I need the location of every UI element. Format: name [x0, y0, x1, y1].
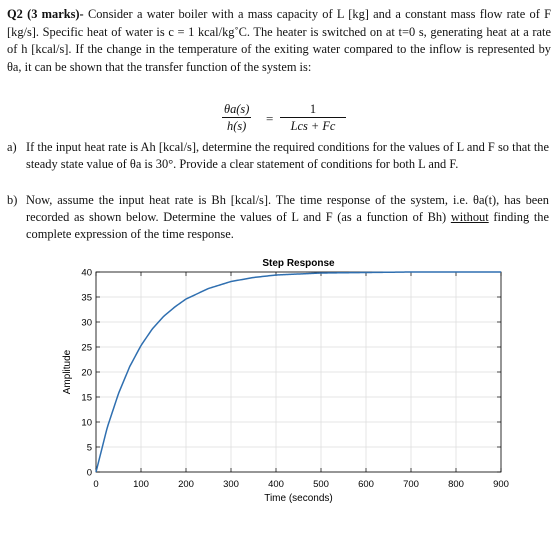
x-tick-label: 200 [178, 479, 194, 490]
part-b-label: b) [7, 193, 18, 207]
part-b-body: Now, assume the input heat rate is Bh [k… [26, 193, 549, 224]
x-tick-label: 700 [403, 479, 419, 490]
y-tick-label: 20 [81, 368, 92, 379]
x-tick-label: 900 [493, 479, 509, 490]
x-axis-label: Time (seconds) [264, 493, 333, 504]
question-body: Consider a water boiler with a mass capa… [7, 7, 551, 74]
y-axis-label: Amplitude [62, 349, 73, 394]
x-tick-label: 100 [133, 479, 149, 490]
y-tick-label: 25 [81, 343, 92, 354]
y-tick-label: 35 [81, 293, 92, 304]
part-a-text: If the input heat rate is Ah [kcal/s], d… [26, 140, 549, 171]
transfer-function: θa(s) h(s) = 1 Lcs + Fc [0, 102, 556, 138]
part-a-label: a) [7, 140, 17, 154]
y-tick-label: 15 [81, 393, 92, 404]
step-response-chart: 0 100 200 300 400 500 600 700 800 900 0 5 10 15 20 25 3… [62, 258, 509, 504]
part-b-underlined: without [450, 210, 489, 224]
x-tick-label: 500 [313, 479, 329, 490]
chart-title: Step Response [262, 258, 335, 269]
x-tick-label: 0 [93, 479, 98, 490]
part-b-text: Now, assume the input heat rate is Bh [k… [26, 192, 549, 243]
y-tick-labels: 0 5 10 15 20 25 30 35 40 [81, 268, 92, 479]
step-response-line [95, 271, 501, 473]
y-tick-label: 5 [87, 443, 92, 454]
part-a: a) If the input heat rate is Ah [kcal/s]… [7, 139, 549, 173]
x-tick-label: 400 [268, 479, 284, 490]
part-b-end: finding the complete expression of the t… [26, 210, 549, 241]
x-tick-label: 800 [448, 479, 464, 490]
x-tick-labels: 0 100 200 300 400 500 600 700 800 900 [93, 479, 509, 490]
equals-sign: = [266, 111, 274, 126]
part-b: b) Now, assume the input heat rate is Bh… [7, 192, 549, 243]
question-text: Q2 (3 marks)- Consider a water boiler wi… [7, 6, 551, 76]
x-tick-label: 600 [358, 479, 374, 490]
lhs-denominator: h(s) [227, 119, 247, 133]
rhs-denominator: Lcs + Fc [290, 119, 336, 133]
rhs-fraction: 1 Lcs + Fc [280, 102, 346, 134]
x-tick-label: 300 [223, 479, 239, 490]
question-heading: Q2 (3 marks)- [7, 7, 84, 21]
lhs-numerator: θa(s) [222, 102, 252, 118]
y-tick-label: 10 [81, 418, 92, 429]
y-tick-label: 30 [81, 318, 92, 329]
chart-grid [95, 271, 502, 473]
rhs-numerator: 1 [280, 102, 346, 118]
y-tick-label: 40 [81, 268, 92, 279]
chart-ticks [95, 271, 502, 473]
y-tick-label: 0 [87, 468, 92, 479]
lhs-fraction: θa(s) h(s) [222, 102, 252, 134]
